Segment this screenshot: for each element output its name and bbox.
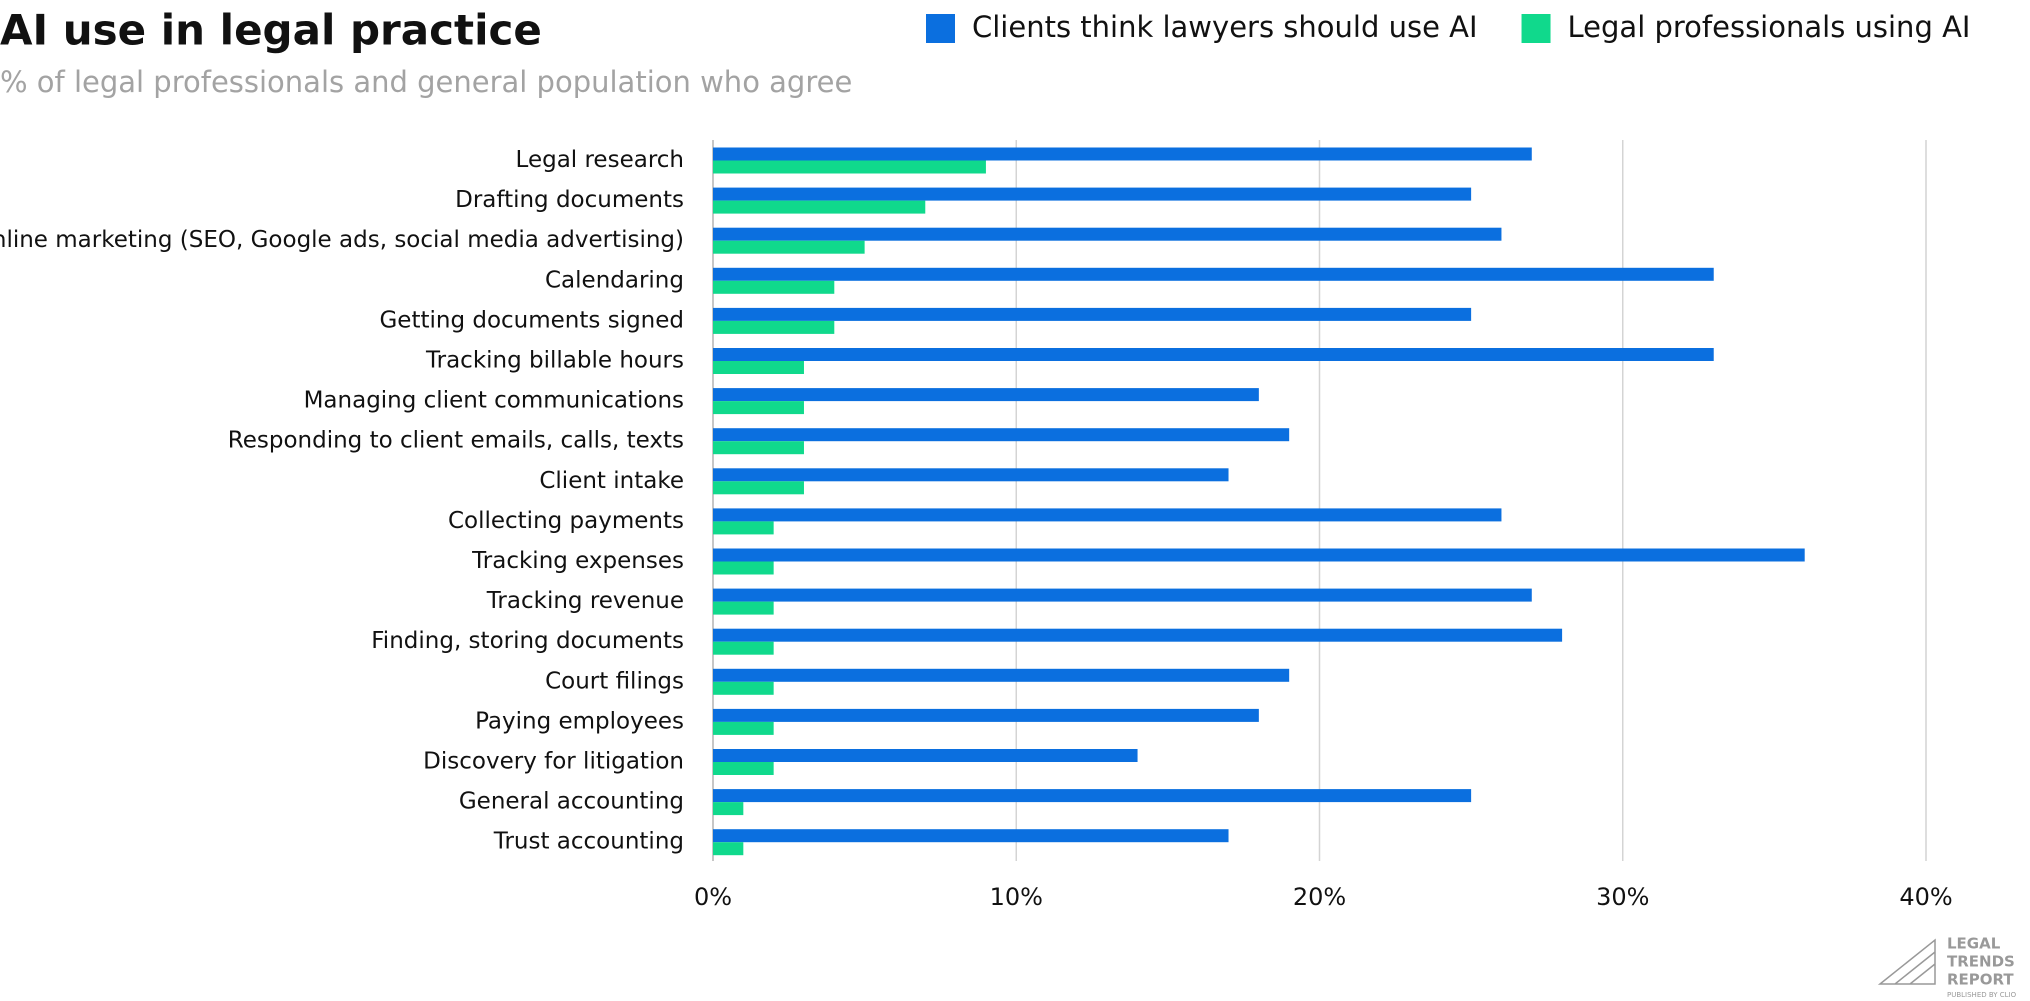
bar <box>713 428 1290 442</box>
x-tick-label: 10% <box>990 883 1043 911</box>
y-tick-label: Discovery for litigation <box>423 749 684 775</box>
bar <box>713 147 1532 161</box>
y-tick-label: Trust accounting <box>493 829 684 855</box>
legend-swatch <box>926 14 955 43</box>
y-tick-label: Client intake <box>539 468 684 494</box>
bar <box>713 601 774 615</box>
bar <box>713 802 744 816</box>
bar <box>713 548 1805 562</box>
logo-text: LEGAL <box>1947 935 2001 953</box>
x-tick-label: 40% <box>1899 883 1952 911</box>
bar <box>713 441 804 455</box>
y-tick-label: Calendaring <box>545 267 684 293</box>
bar <box>713 668 1290 682</box>
bar <box>713 240 865 254</box>
bar <box>713 481 804 495</box>
bar <box>713 628 1563 642</box>
logo-text: TRENDS <box>1947 953 2015 971</box>
chart-title: AI use in legal practice <box>0 6 542 55</box>
bar <box>713 280 835 294</box>
y-tick-label: Online marketing (SEO, Google ads, socia… <box>0 227 684 253</box>
legend-label: Clients think lawyers should use AI <box>972 10 1478 44</box>
y-tick-label: Court filings <box>545 668 684 694</box>
bar <box>713 508 1502 522</box>
bar <box>713 227 1502 241</box>
bar <box>713 468 1229 482</box>
y-tick-label: Tracking revenue <box>486 588 684 614</box>
y-tick-label: Collecting payments <box>448 508 684 534</box>
bar <box>713 307 1472 321</box>
bar <box>713 829 1229 843</box>
logo-tagline: PUBLISHED BY CLIO <box>1947 991 2017 999</box>
bar <box>713 521 774 535</box>
logo-icon <box>1877 938 1936 985</box>
legend-label: Legal professionals using AI <box>1568 10 1971 44</box>
y-tick-label: Drafting documents <box>455 187 684 213</box>
bar <box>713 388 1259 402</box>
bar <box>713 708 1259 722</box>
y-tick-label: Legal research <box>516 147 684 173</box>
y-tick-label: Managing client communications <box>304 388 684 414</box>
bar <box>713 842 744 856</box>
y-tick-label: Tracking expenses <box>471 548 684 574</box>
y-tick-label: Tracking billable hours <box>425 348 684 374</box>
bar <box>713 789 1472 803</box>
bar <box>713 160 986 174</box>
y-tick-label: General accounting <box>459 789 684 815</box>
x-tick-label: 20% <box>1293 883 1346 911</box>
bar <box>713 361 804 374</box>
x-tick-label: 0% <box>694 883 732 911</box>
bar <box>713 762 774 775</box>
chart-subtitle: % of legal professionals and general pop… <box>0 65 852 99</box>
y-tick-label: Getting documents signed <box>379 307 684 333</box>
y-tick-label: Paying employees <box>475 708 684 734</box>
bar <box>713 721 774 735</box>
bar <box>713 749 1138 762</box>
logo: LEGAL TRENDS REPORT PUBLISHED BY CLIO <box>1877 935 2017 999</box>
bar <box>713 641 774 655</box>
bar <box>713 348 1714 361</box>
bar <box>713 187 1472 201</box>
x-tick-label: 30% <box>1596 883 1649 911</box>
y-tick-label: Responding to client emails, calls, text… <box>228 428 684 454</box>
y-tick-label: Finding, storing documents <box>371 628 684 654</box>
bar <box>713 267 1714 281</box>
bar <box>713 200 926 214</box>
bar <box>713 561 774 575</box>
bar <box>713 681 774 695</box>
bar <box>713 588 1532 602</box>
bar <box>713 320 835 334</box>
bar <box>713 401 804 415</box>
logo-text: REPORT <box>1947 971 2014 989</box>
legend-swatch <box>1521 14 1551 43</box>
